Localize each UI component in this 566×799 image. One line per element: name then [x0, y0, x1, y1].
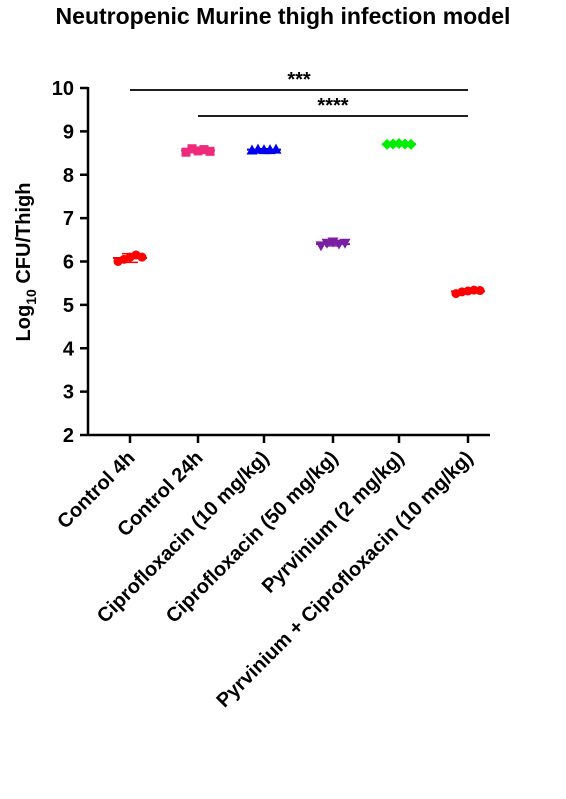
y-tick-label: 9	[63, 121, 74, 143]
significance-annotations: *******	[130, 69, 468, 117]
data-point	[270, 143, 282, 154]
data-point	[339, 238, 351, 249]
series-group-4	[315, 237, 351, 252]
data-point	[387, 138, 399, 150]
series-group-2	[181, 144, 215, 157]
y-tick-label: 10	[52, 78, 74, 100]
y-tick-label: 5	[63, 295, 74, 317]
data-point	[205, 146, 215, 156]
data-layer	[113, 138, 485, 299]
data-point	[199, 145, 209, 155]
y-axis-label-subscript: 10	[23, 289, 39, 305]
data-point	[181, 147, 191, 157]
significance-stars: ****	[317, 95, 348, 117]
series-group-3	[246, 143, 282, 155]
significance-stars: ***	[287, 69, 311, 91]
data-point	[315, 241, 327, 252]
data-point	[405, 138, 417, 150]
data-point	[399, 138, 411, 150]
y-tick-label: 2	[63, 425, 74, 447]
y-tick-label: 7	[63, 208, 74, 230]
y-axis-label-main: Log	[13, 305, 35, 342]
x-tick-label: Pyrvinium + Ciprofloxacin (10 mg/kg)	[212, 447, 477, 712]
y-tick-label: 8	[63, 165, 74, 187]
y-axis-label: Log10 CFU/Thigh	[13, 183, 39, 342]
data-point	[381, 138, 393, 150]
data-point	[393, 138, 405, 150]
y-tick-label: 4	[63, 338, 75, 360]
y-tick-label: 3	[63, 382, 74, 404]
data-point	[475, 286, 485, 296]
y-axis-label-rest: CFU/Thigh	[13, 183, 35, 290]
data-point	[193, 146, 203, 156]
series-group-6	[451, 285, 485, 299]
y-tick-label: 6	[63, 252, 74, 274]
data-point	[137, 252, 147, 262]
series-group-1	[113, 250, 147, 266]
data-point	[187, 144, 197, 154]
chart-title: Neutropenic Murine thigh infection model	[56, 3, 511, 29]
series-group-5	[381, 138, 417, 150]
